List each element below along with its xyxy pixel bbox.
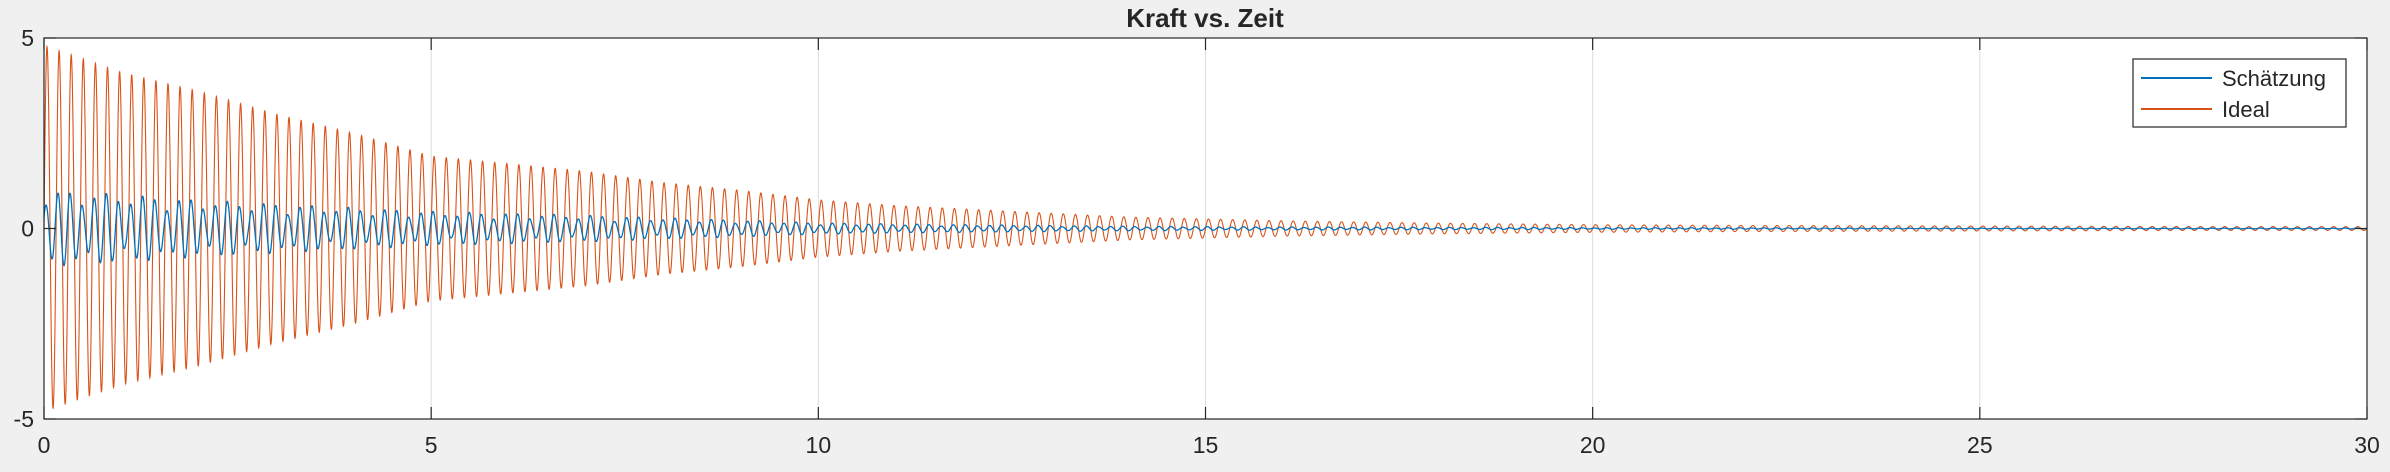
legend: Schätzung Ideal xyxy=(2132,58,2347,128)
chart-title: Kraft vs. Zeit xyxy=(1126,3,1284,33)
x-tick-labels: 0 5 10 15 20 25 30 xyxy=(38,432,2380,458)
series-layer xyxy=(43,44,2368,410)
y-tick-label: 5 xyxy=(21,25,34,51)
x-tick-label: 30 xyxy=(2354,432,2380,458)
legend-label-ideal: Ideal xyxy=(2222,97,2270,122)
x-tick-label: 0 xyxy=(38,432,51,458)
tick-marks xyxy=(43,37,2368,420)
x-tick-label: 5 xyxy=(425,432,438,458)
y-tick-label: -5 xyxy=(14,406,34,432)
legend-box xyxy=(2132,58,2347,128)
legend-label-schaetzung: Schätzung xyxy=(2222,66,2326,91)
x-tick-label: 15 xyxy=(1193,432,1219,458)
y-tick-labels: -5 0 5 xyxy=(14,25,34,432)
y-tick-label: 0 xyxy=(21,216,34,242)
x-tick-label: 10 xyxy=(806,432,832,458)
x-tick-label: 25 xyxy=(1967,432,1993,458)
x-tick-label: 20 xyxy=(1580,432,1606,458)
series-line-schaetzung xyxy=(43,192,2368,267)
